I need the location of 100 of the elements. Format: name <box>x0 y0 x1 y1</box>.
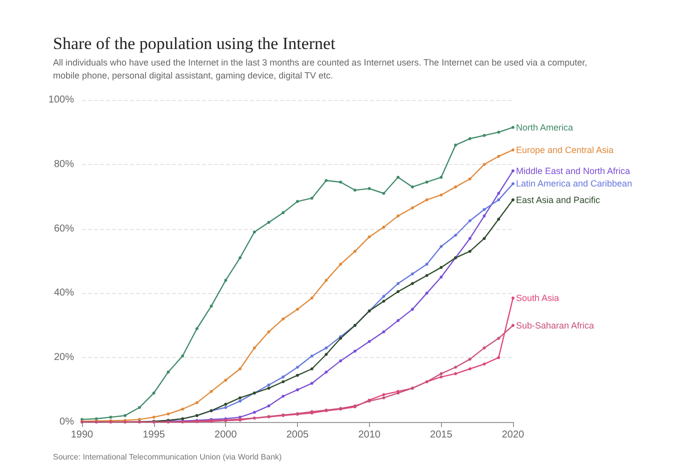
point <box>396 214 400 218</box>
y-tick-label: 20% <box>54 352 74 364</box>
series-label: Middle East and North Africa <box>516 166 630 176</box>
point <box>425 180 428 184</box>
point <box>425 262 428 266</box>
point <box>368 187 371 190</box>
point <box>296 366 299 369</box>
point <box>181 408 184 411</box>
point <box>382 396 386 400</box>
point <box>238 400 242 403</box>
point <box>310 354 314 358</box>
point <box>238 256 242 260</box>
point <box>497 218 500 221</box>
point <box>396 176 400 179</box>
point <box>238 367 242 370</box>
point <box>497 130 500 134</box>
point <box>512 148 514 152</box>
point <box>468 177 472 180</box>
x-tick-label: 1995 <box>142 430 166 440</box>
point <box>468 358 472 361</box>
point <box>181 354 184 358</box>
y-tick-label: 40% <box>54 288 74 299</box>
point <box>238 396 242 400</box>
x-tick-label: 2000 <box>214 430 238 440</box>
point <box>267 220 270 224</box>
point <box>382 192 386 195</box>
point <box>296 374 299 377</box>
point <box>425 292 428 295</box>
y-tick-label: 0% <box>60 416 74 428</box>
point <box>382 226 386 229</box>
point <box>410 206 414 210</box>
point <box>368 235 371 238</box>
x-tick-label: 1990 <box>70 430 94 440</box>
point <box>454 234 458 237</box>
point <box>410 308 414 311</box>
point <box>339 359 342 362</box>
point <box>282 211 285 214</box>
point <box>440 266 443 269</box>
point <box>252 410 256 414</box>
x-tick-label: 2020 <box>502 430 525 440</box>
point <box>353 188 356 192</box>
y-tick-label: 100% <box>48 94 74 106</box>
point <box>468 219 472 222</box>
point <box>425 198 428 202</box>
point <box>296 200 299 203</box>
point <box>267 404 270 408</box>
x-tick-label: 2005 <box>286 430 310 440</box>
point <box>482 362 486 366</box>
point <box>353 250 356 253</box>
point <box>482 236 486 240</box>
point <box>512 169 514 172</box>
point <box>224 406 228 410</box>
point <box>324 278 328 282</box>
point <box>497 154 500 158</box>
point <box>324 346 328 350</box>
point <box>482 346 486 350</box>
point <box>396 319 400 322</box>
point <box>512 126 514 129</box>
point <box>468 137 472 140</box>
point <box>497 356 500 360</box>
point <box>324 179 328 182</box>
point <box>282 317 285 320</box>
chart-subtitle: All individuals who have used the Internet in the last 3 months are counted as Internet users. The Internet can be used via a computer, mobile phone, personal digital assistant, gaming device, digital TV etc. <box>53 58 590 80</box>
line-series <box>80 324 514 424</box>
point <box>396 290 400 294</box>
point <box>410 282 414 286</box>
point <box>512 182 514 186</box>
point <box>454 144 458 147</box>
point <box>195 327 198 330</box>
point <box>339 262 342 266</box>
point <box>282 375 285 378</box>
point <box>166 370 170 374</box>
point <box>454 366 458 369</box>
point <box>252 346 256 350</box>
point <box>224 402 228 406</box>
series-label: South Asia <box>516 293 560 304</box>
series-label: Sub-Saharan Africa <box>516 320 594 330</box>
point <box>425 274 428 277</box>
point <box>482 208 486 211</box>
point <box>468 367 472 370</box>
point <box>267 386 270 390</box>
point <box>267 383 270 386</box>
point <box>454 185 458 188</box>
point <box>482 134 486 137</box>
point <box>497 198 500 202</box>
point <box>324 352 328 356</box>
y-tick-label: 80% <box>54 158 74 170</box>
point <box>210 304 213 308</box>
point <box>310 196 314 200</box>
point <box>440 372 443 376</box>
point <box>512 296 514 300</box>
point <box>152 392 156 395</box>
point <box>353 350 356 353</box>
point <box>482 162 486 166</box>
point <box>310 382 314 385</box>
point <box>410 272 414 276</box>
point <box>324 370 328 374</box>
point <box>497 192 500 195</box>
point <box>166 412 170 416</box>
point <box>454 372 458 376</box>
